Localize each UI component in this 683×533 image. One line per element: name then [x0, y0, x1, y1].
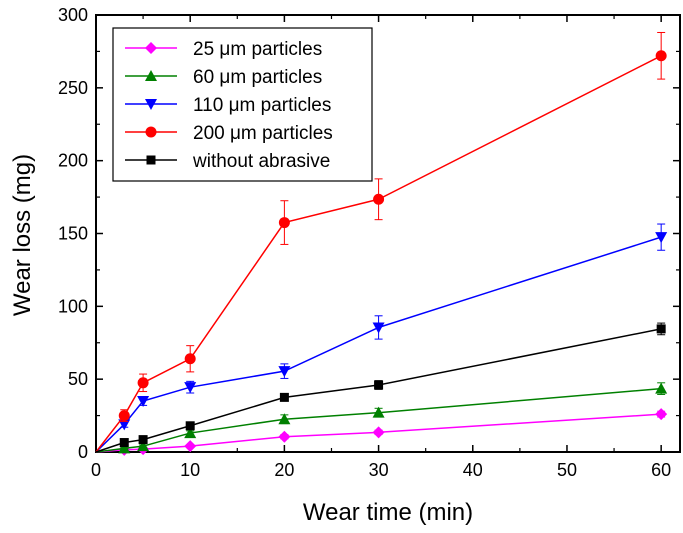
data-point: [374, 380, 384, 390]
legend-label: 25 μm particles: [193, 39, 322, 60]
y-tick-label: 200: [58, 151, 88, 171]
series-4: [95, 322, 666, 453]
series-3: [95, 31, 667, 453]
x-tick-label: 40: [463, 460, 483, 480]
data-point: [655, 50, 667, 62]
x-tick-label: 30: [369, 460, 389, 480]
data-point: [372, 322, 385, 334]
data-point: [373, 193, 385, 205]
legend-item: 60 μm particles: [125, 67, 322, 88]
legend-marker: [145, 70, 157, 81]
data-point: [185, 421, 195, 431]
x-tick-label: 20: [274, 460, 294, 480]
legend-marker: [145, 99, 157, 110]
data-point: [278, 217, 290, 229]
data-point: [119, 438, 129, 448]
x-tick-label: 50: [557, 460, 577, 480]
data-point: [118, 442, 131, 454]
legend-item: 110 μm particles: [125, 95, 331, 116]
data-point: [278, 413, 291, 425]
legend-marker: [146, 155, 156, 165]
data-point: [278, 430, 291, 443]
data-point: [372, 406, 385, 418]
legend-label: 200 μm particles: [193, 123, 333, 144]
legend-item: 25 μm particles: [125, 39, 322, 60]
x-tick-label: 60: [651, 460, 671, 480]
y-tick-label: 50: [68, 369, 88, 389]
data-point: [279, 392, 289, 402]
data-point: [118, 419, 131, 431]
data-point: [184, 382, 197, 394]
data-point: [184, 440, 197, 453]
legend-label: without abrasive: [192, 151, 330, 172]
y-tick-label: 300: [58, 5, 88, 25]
data-point: [137, 396, 150, 408]
legend-item: 200 μm particles: [125, 123, 333, 144]
legend-marker: [145, 126, 157, 138]
data-point: [184, 353, 196, 365]
data-point: [655, 408, 668, 421]
data-point: [137, 440, 150, 452]
y-tick-label: 0: [78, 442, 88, 462]
x-tick-label: 0: [91, 460, 101, 480]
data-point: [372, 426, 385, 439]
series-1: [95, 382, 668, 454]
data-point: [184, 427, 197, 439]
y-tick-label: 250: [58, 78, 88, 98]
x-axis-label: Wear time (min): [303, 499, 473, 526]
data-point: [118, 410, 130, 422]
data-point: [655, 382, 668, 394]
y-axis-label: Wear loss (mg): [9, 154, 36, 316]
legend-label: 60 μm particles: [193, 67, 322, 88]
y-tick-label: 100: [58, 296, 88, 316]
y-tick-label: 150: [58, 224, 88, 244]
data-point: [137, 377, 149, 389]
legend-item: without abrasive: [125, 151, 330, 172]
legend-label: 110 μm particles: [193, 95, 331, 116]
data-point: [655, 232, 668, 244]
data-point: [278, 366, 291, 378]
legend-marker: [145, 42, 157, 54]
data-point: [656, 324, 666, 334]
x-tick-label: 10: [180, 460, 200, 480]
data-point: [138, 435, 148, 445]
series-2: [95, 223, 668, 453]
